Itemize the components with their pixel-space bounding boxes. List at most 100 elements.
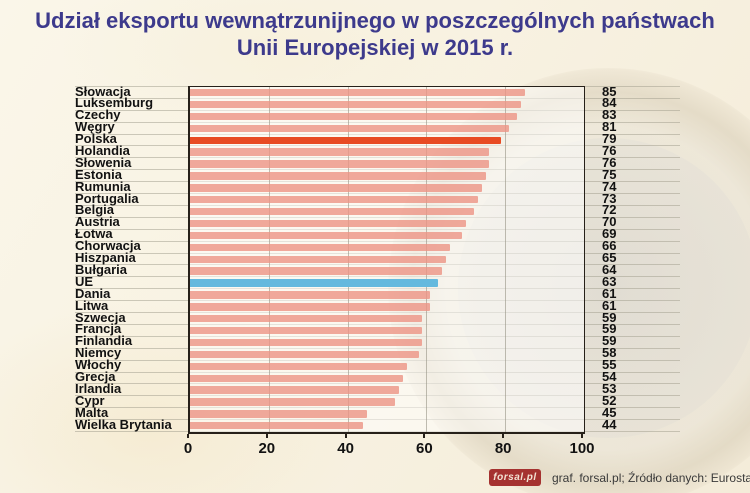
- value-label: 79: [602, 131, 617, 147]
- category-label: Wielka Brytania: [75, 416, 172, 432]
- category-label: Grecja: [75, 369, 116, 385]
- value-label: 61: [602, 285, 617, 301]
- chart-bar: [190, 100, 521, 109]
- category-label: Estonia: [75, 166, 122, 182]
- chart-bar: [190, 362, 407, 370]
- chart-bar: [190, 89, 525, 97]
- x-axis-tick: [344, 433, 347, 438]
- chart-bar: [190, 398, 395, 406]
- category-label: Polska: [75, 131, 117, 147]
- chart-title: Udział eksportu wewnątrzunijnego w poszc…: [0, 8, 750, 62]
- category-label: Chorwacja: [75, 238, 141, 254]
- value-label: 70: [602, 214, 617, 230]
- value-label: 75: [602, 166, 617, 182]
- chart-bar: [190, 124, 510, 133]
- chart-bar: [190, 243, 451, 252]
- category-label: Włochy: [75, 357, 122, 373]
- value-label: 73: [602, 190, 617, 206]
- chart-bar: [190, 303, 431, 311]
- value-label: 45: [602, 404, 617, 420]
- value-label: 55: [602, 357, 617, 373]
- chart-bar: [190, 207, 474, 216]
- category-label: Belgia: [75, 202, 115, 218]
- value-label: 72: [602, 202, 617, 218]
- x-axis-tick-label: 0: [183, 440, 193, 457]
- x-axis-tick-label: 100: [569, 440, 595, 457]
- gridline: [505, 87, 507, 432]
- x-axis-tick-label: 40: [337, 440, 354, 457]
- x-axis-tick: [502, 433, 505, 438]
- category-label: Portugalia: [75, 190, 139, 206]
- x-axis-tick-label: 20: [258, 440, 276, 457]
- value-label: 74: [602, 178, 617, 194]
- chart-bar: [190, 136, 502, 144]
- value-label: 64: [602, 261, 617, 277]
- category-label: UE: [75, 273, 94, 289]
- category-label: Węgry: [75, 119, 115, 135]
- value-label: 52: [602, 392, 617, 408]
- chart-bar: [190, 255, 447, 263]
- chart-bar: [190, 112, 518, 121]
- value-label: 53: [602, 380, 617, 396]
- value-label: 65: [602, 250, 617, 266]
- value-label: 84: [602, 95, 617, 111]
- category-label: Francja: [75, 321, 122, 337]
- chart-bar: [190, 196, 478, 204]
- chart-bar: [190, 184, 482, 192]
- value-label: 59: [602, 333, 617, 349]
- value-label: 83: [602, 107, 617, 123]
- chart-title-line1: Udział eksportu wewnątrzunijnego w poszc…: [35, 8, 715, 33]
- category-label: Szwecja: [75, 309, 126, 325]
- value-label: 59: [602, 321, 617, 337]
- chart-bar: [190, 219, 466, 228]
- category-label: Słowenia: [75, 154, 132, 170]
- value-label: 69: [602, 226, 617, 242]
- chart-bar: [190, 231, 462, 240]
- value-label: 59: [602, 309, 617, 325]
- chart-bar: [190, 422, 364, 430]
- category-label: Cypr: [75, 392, 105, 408]
- chart-bar: [190, 350, 419, 359]
- category-label: Malta: [75, 404, 109, 420]
- chart-bar: [190, 267, 443, 275]
- value-label: 85: [602, 83, 617, 99]
- x-axis-tick: [423, 433, 426, 438]
- value-label: 76: [602, 154, 617, 170]
- category-label: Rumunia: [75, 178, 131, 194]
- footer: forsal.pl graf. forsal.pl; Źródło danych…: [0, 466, 750, 490]
- chart-bar: [190, 326, 423, 335]
- value-label: 66: [602, 238, 617, 254]
- chart-bar: [190, 279, 439, 287]
- x-axis-tick: [265, 433, 268, 438]
- chart-bar: [190, 386, 399, 394]
- chart-bar: [190, 374, 403, 382]
- value-label: 61: [602, 297, 617, 313]
- chart-bar: [190, 338, 423, 347]
- value-label: 54: [602, 369, 617, 385]
- x-axis-tick-label: 80: [494, 440, 512, 457]
- chart-bar: [190, 410, 368, 418]
- value-label: 76: [602, 142, 617, 158]
- chart-bar: [190, 160, 490, 168]
- category-label: Finlandia: [75, 333, 133, 349]
- forsal-logo: forsal.pl: [489, 469, 541, 486]
- value-label: 58: [602, 345, 617, 361]
- category-label: Niemcy: [75, 345, 122, 361]
- chart-bar: [190, 148, 490, 156]
- chart-bar: [190, 315, 423, 323]
- chart-title-line2: Unii Europejskiej w 2015 r.: [236, 34, 514, 60]
- value-label: 81: [602, 119, 617, 135]
- x-axis-tick-label: 60: [416, 440, 433, 457]
- category-label: Bułgaria: [75, 261, 128, 277]
- category-label: Luksemburg: [75, 95, 154, 111]
- category-label: Irlandia: [75, 380, 122, 396]
- category-label: Hiszpania: [75, 250, 136, 266]
- category-label: Holandia: [75, 142, 130, 158]
- x-axis-tick: [581, 433, 583, 438]
- category-label: Czechy: [75, 107, 121, 123]
- x-axis-tick: [187, 433, 189, 438]
- plot-area: [188, 86, 585, 434]
- category-label: Litwa: [75, 297, 109, 313]
